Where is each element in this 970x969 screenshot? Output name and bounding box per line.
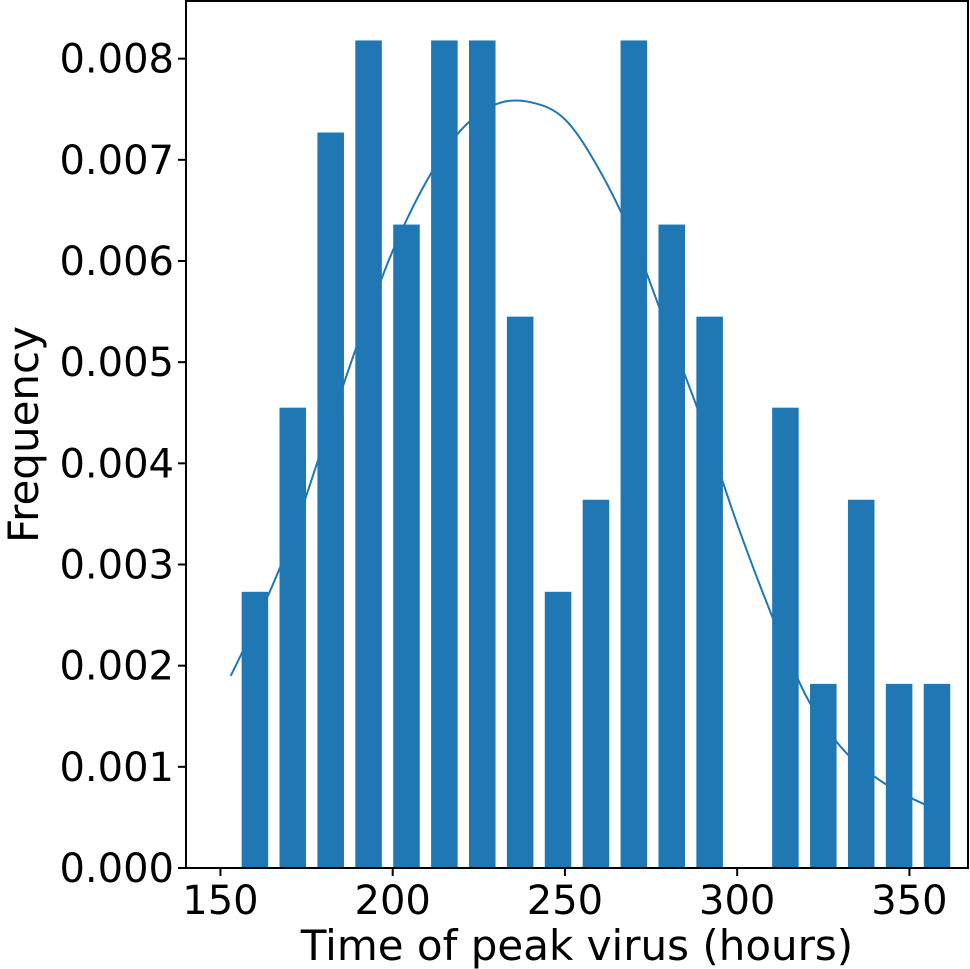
y-tick-label: 0.003 (59, 542, 174, 588)
bars-group (241, 40, 951, 868)
y-tick-label: 0.002 (59, 644, 174, 690)
histogram-bar (658, 224, 685, 868)
y-tick-label: 0.004 (59, 441, 174, 487)
x-tick-label: 350 (871, 878, 947, 924)
y-axis-label: Frequency (0, 326, 48, 543)
histogram-bar (506, 316, 534, 868)
y-tick-label: 0.008 (59, 37, 174, 83)
y-tick-label: 0.000 (59, 846, 174, 892)
histogram-bar (582, 499, 610, 868)
histogram-bar (544, 591, 572, 868)
y-tick-label: 0.005 (59, 340, 174, 386)
x-axis-label: Time of peak virus (hours) (300, 921, 853, 969)
plot-frame (185, 0, 969, 869)
histogram-bar (393, 224, 420, 868)
density-curve (229, 99, 948, 816)
y-axis: 0.000 0.001 0.002 0.003 0.004 0.005 0.006 0.007… (59, 37, 186, 892)
y-tick-label: 0.007 (59, 138, 174, 184)
x-tick-label: 150 (182, 878, 258, 924)
histogram-bar (847, 499, 875, 868)
y-tick-label: 0.001 (59, 745, 174, 791)
y-tick-label: 0.006 (59, 239, 174, 285)
histogram-bar (431, 40, 458, 868)
x-axis: 150 200 250 300 350 (182, 868, 948, 924)
histogram-bar (810, 683, 837, 868)
histogram-bar (317, 132, 344, 868)
x-tick-label: 250 (527, 878, 603, 924)
histogram-bar (279, 407, 307, 868)
histogram-bar (620, 40, 648, 868)
x-tick-label: 200 (355, 878, 431, 924)
x-tick-label: 300 (699, 878, 775, 924)
histogram-bar (355, 40, 382, 868)
histogram-bar (696, 316, 723, 868)
histogram-bar (923, 683, 951, 868)
histogram-bar (885, 683, 913, 868)
histogram-bar (241, 591, 269, 868)
histogram-bar (772, 407, 799, 868)
histogram-bar (469, 40, 496, 868)
